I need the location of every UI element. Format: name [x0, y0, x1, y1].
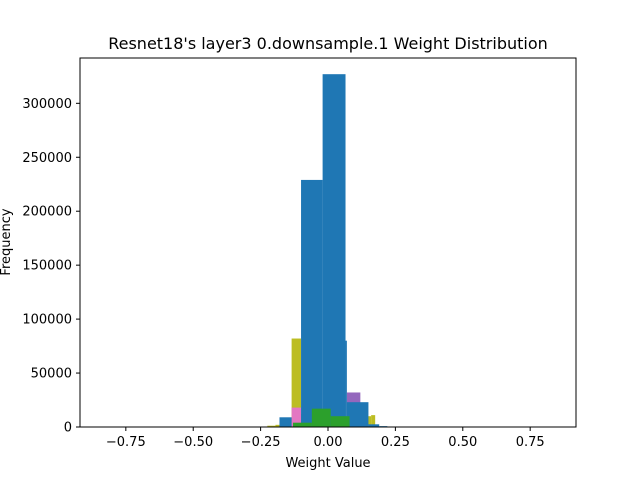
y-axis: 0 50000 100000 150000 200000 250000 300000 — [22, 97, 80, 436]
x-tick-label: −0.75 — [106, 435, 146, 450]
y-tick-label: 0 — [64, 421, 72, 436]
y-tick-label: 300000 — [22, 97, 72, 112]
y-tick-label: 150000 — [22, 259, 72, 274]
histogram-bar-series-4-bin-1 — [311, 408, 331, 427]
x-tick-label: 0.00 — [314, 435, 343, 450]
histogram-bar-series-0-bin-0 — [267, 425, 276, 427]
x-tick-label: −0.50 — [173, 435, 213, 450]
histogram-bar-series-1-bin-0 — [291, 407, 302, 427]
histogram-bar-series-0-bin-3 — [291, 338, 302, 427]
histogram-bar-series-3-bin-2 — [322, 74, 346, 428]
chart-title: Resnet18's layer3 0.downsample.1 Weight … — [108, 34, 548, 53]
histogram-bar-series-4-bin-0 — [292, 422, 312, 427]
y-tick-label: 250000 — [22, 151, 72, 166]
histogram-bar-series-3-bin-3 — [345, 340, 347, 427]
y-tick-label: 50000 — [31, 367, 72, 382]
histogram-bar-series-3-bin-1 — [301, 179, 323, 427]
bars-layer — [267, 74, 388, 428]
x-tick-label: −0.25 — [241, 435, 281, 450]
x-axis: −0.75 −0.50 −0.25 0.00 0.25 0.50 0.75 — [106, 427, 545, 450]
y-axis-title: Frequency — [0, 208, 14, 275]
x-tick-label: 0.75 — [516, 435, 545, 450]
histogram-bar-series-4-bin-2 — [330, 416, 350, 427]
histogram-bar-series-3-bin-4 — [346, 402, 369, 427]
histogram-bar-series-3-bin-0 — [279, 417, 292, 427]
x-axis-title: Weight Value — [285, 456, 370, 471]
histogram-bar-series-3-bin-5 — [368, 424, 380, 427]
histogram-bar-series-0-bin-6 — [371, 415, 376, 427]
x-tick-label: 0.50 — [448, 435, 477, 450]
y-tick-label: 100000 — [22, 313, 72, 328]
y-tick-label: 200000 — [22, 205, 72, 220]
x-tick-label: 0.25 — [381, 435, 410, 450]
